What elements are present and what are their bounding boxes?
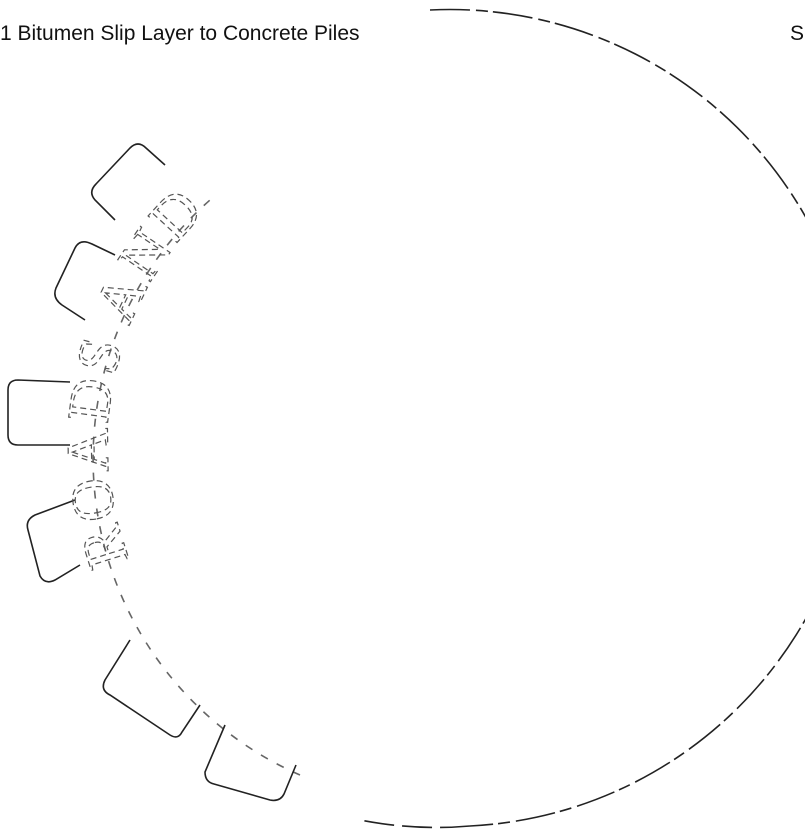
stamp-tabs: [7, 379, 71, 446]
margin-text: S: [790, 22, 804, 45]
stamp-tabs: [26, 499, 81, 583]
stamp: ROADS AND: [7, 8, 805, 829]
stamp-tabs: [90, 143, 166, 221]
stamp-tabs: [54, 240, 116, 321]
stamp-outer-ring: [359, 819, 471, 829]
stamp-tabs: [102, 639, 201, 738]
stamp-inner-ring: [92, 199, 301, 776]
stamp-text: ROADS AND: [54, 173, 217, 576]
heading: 1 Bitumen Slip Layer to Concrete Piles: [0, 22, 360, 45]
stamp-outer-ring: [429, 8, 805, 827]
stamp-tabs: [204, 724, 297, 802]
stamp-text-path: ROADS AND: [54, 172, 214, 576]
